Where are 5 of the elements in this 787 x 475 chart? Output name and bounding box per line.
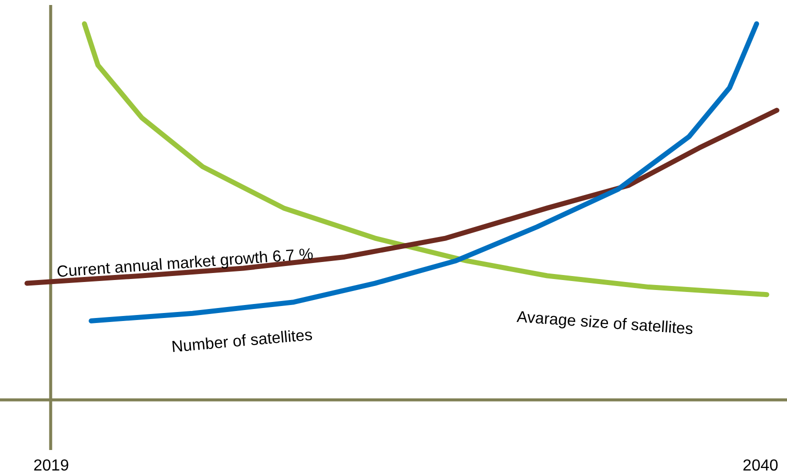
x-tick-label: 2040 xyxy=(742,458,778,474)
series-label: Avarage size of satellites xyxy=(516,308,694,338)
series-label: Current annual market growth 6.7 % xyxy=(56,246,314,281)
x-tick-label: 2019 xyxy=(33,458,70,474)
series-label: Number of satellites xyxy=(170,326,314,356)
